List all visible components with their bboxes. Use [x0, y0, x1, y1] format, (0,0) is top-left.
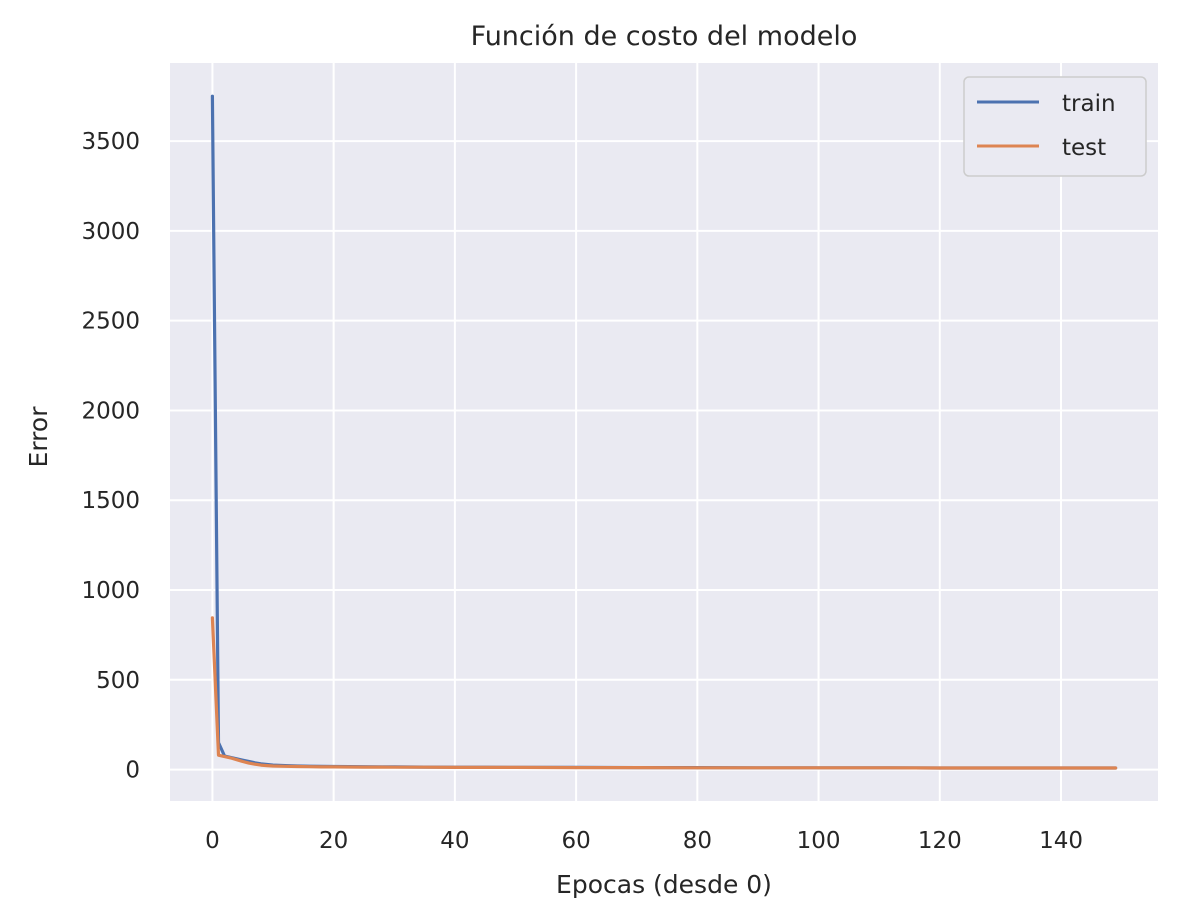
series-line-test — [210, 616, 1118, 770]
legend-label-test: test — [1062, 135, 1106, 161]
x-axis-title: Epocas (desde 0) — [556, 870, 772, 899]
y-tick-label-2: 1000 — [81, 578, 140, 604]
y-tick-label-5: 2500 — [81, 309, 140, 335]
legend-label-train: train — [1062, 91, 1116, 117]
y-tick-label-7: 3500 — [81, 129, 140, 155]
x-tick-label-5: 100 — [797, 828, 841, 854]
y-tick-label-1: 500 — [96, 668, 140, 694]
y-tick-label-4: 2000 — [81, 398, 140, 424]
y-tick-label-6: 3000 — [81, 219, 140, 245]
y-tick-label-0: 0 — [125, 758, 140, 784]
x-tick-labels: 0 20 40 60 80 100 120 140 — [205, 828, 1083, 854]
legend: train test — [963, 76, 1147, 177]
y-tick-labels: 0 500 1000 1500 2000 2500 3000 3500 — [81, 129, 140, 783]
x-tick-label-7: 140 — [1039, 828, 1083, 854]
plot-area — [170, 63, 1158, 801]
x-tick-label-0: 0 — [205, 828, 220, 854]
series-lines — [210, 94, 1118, 770]
x-tick-label-3: 60 — [561, 828, 590, 854]
chart-title: Función de costo del modelo — [471, 21, 858, 52]
x-tick-label-6: 120 — [918, 828, 962, 854]
x-tick-label-2: 40 — [440, 828, 469, 854]
x-tick-label-1: 20 — [319, 828, 348, 854]
x-tick-label-4: 80 — [683, 828, 712, 854]
legend-box — [963, 76, 1147, 177]
y-axis-title: Error — [24, 406, 53, 468]
y-tick-label-3: 1500 — [81, 488, 140, 514]
